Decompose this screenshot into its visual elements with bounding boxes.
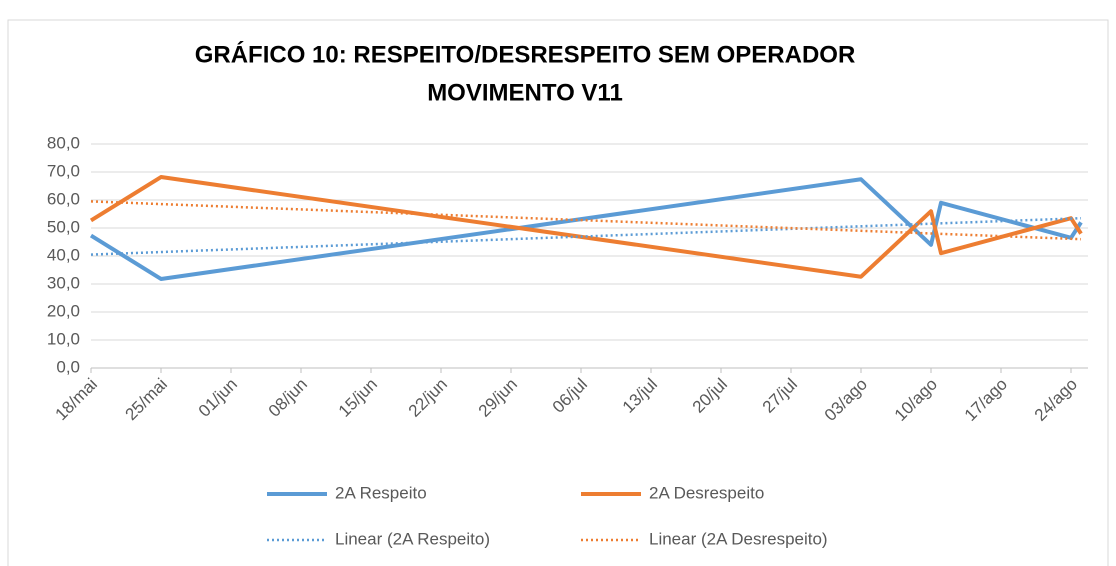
chart-title: MOVIMENTO V11: [427, 79, 623, 106]
y-tick-label: 20,0: [47, 301, 80, 320]
y-tick-label: 30,0: [47, 273, 80, 292]
chart-title: GRÁFICO 10: RESPEITO/DESRESPEITO SEM OPE…: [195, 40, 856, 68]
chart-frame: [7, 19, 1109, 566]
legend-label: Linear (2A Respeito): [335, 529, 490, 548]
legend-label: 2A Desrespeito: [649, 483, 764, 502]
y-tick-label: 80,0: [47, 133, 80, 152]
y-tick-label: 60,0: [47, 189, 80, 208]
y-tick-label: 70,0: [47, 161, 80, 180]
y-tick-label: 40,0: [47, 245, 80, 264]
y-tick-label: 10,0: [47, 329, 80, 348]
y-tick-label: 0,0: [56, 357, 80, 376]
legend-label: Linear (2A Desrespeito): [649, 529, 828, 548]
legend-label: 2A Respeito: [335, 483, 427, 502]
trend-line: [90, 200, 1082, 241]
y-tick-label: 50,0: [47, 217, 80, 236]
trend-line: [90, 216, 1082, 256]
